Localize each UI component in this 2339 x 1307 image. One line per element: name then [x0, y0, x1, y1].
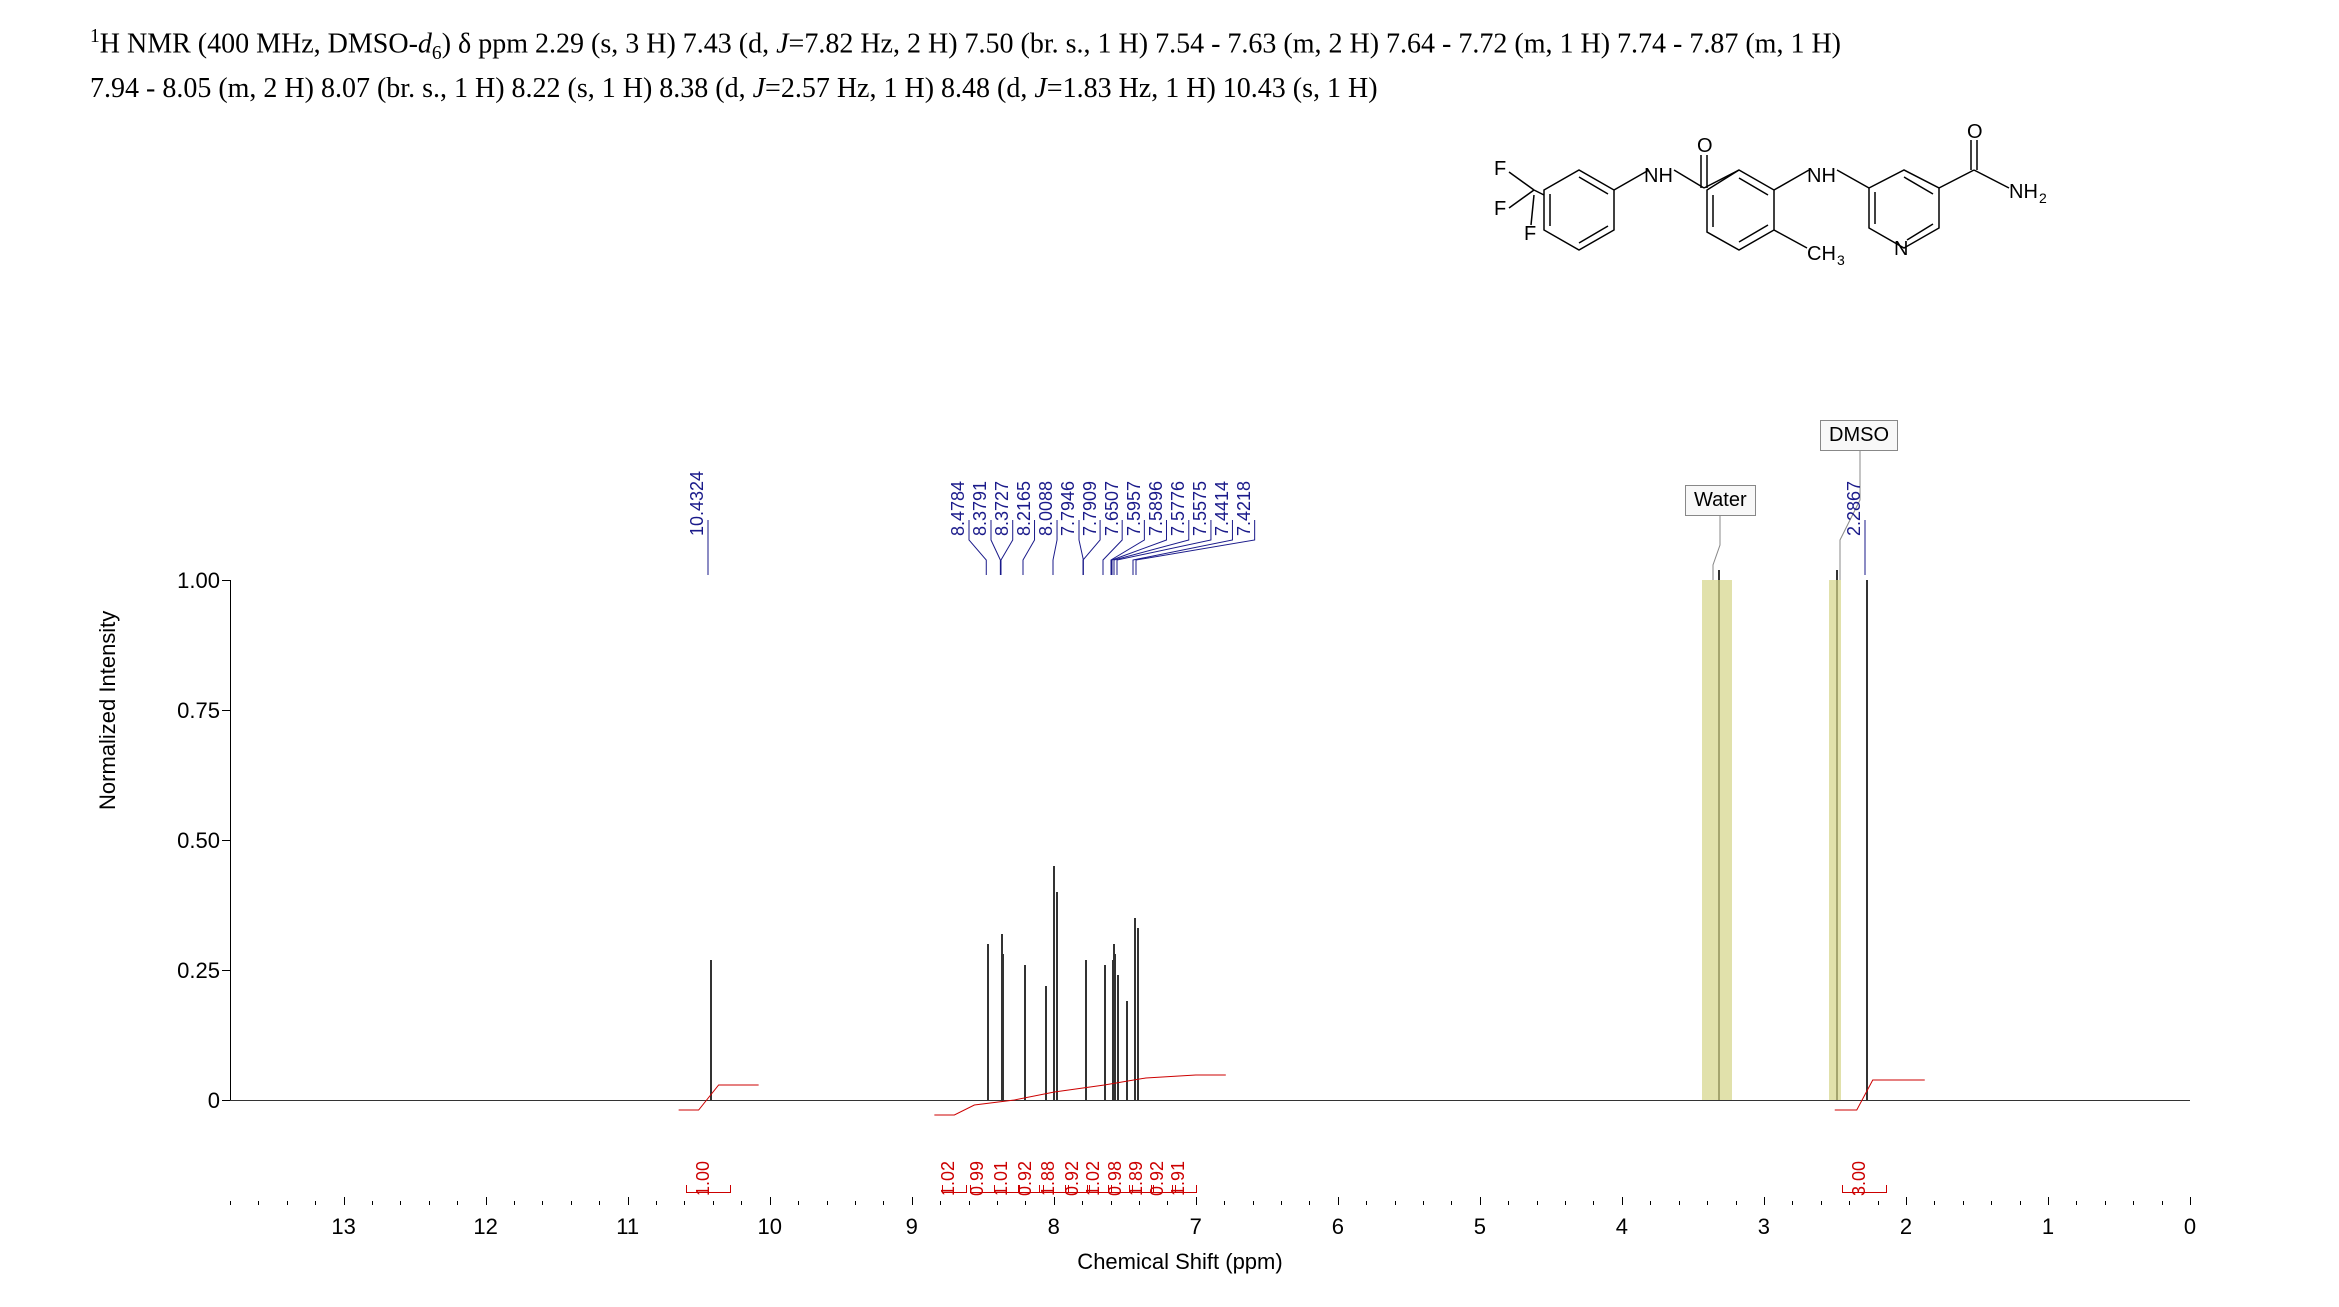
water-annotation: Water: [1685, 485, 1756, 516]
x-tick-label: 0: [2184, 1214, 2196, 1240]
water-leader: [1710, 515, 1740, 580]
x-tick-label: 5: [1474, 1214, 1486, 1240]
spectrum-peak: [1866, 580, 1868, 1100]
svg-text:O: O: [1967, 121, 1983, 143]
y-tick-mark: [222, 1100, 230, 1101]
x-axis-label: Chemical Shift (ppm): [1077, 1249, 1282, 1275]
x-tick-label: 3: [1758, 1214, 1770, 1240]
peak-ppm-label: 2.2867: [1844, 481, 1865, 536]
svg-text:3: 3: [1837, 252, 1845, 268]
peak-ppm-label: 8.4784: [948, 481, 969, 536]
x-tick-label: 4: [1616, 1214, 1628, 1240]
nmr-description-text: 1H NMR (400 MHz, DMSO-d6) δ ppm 2.29 (s,…: [90, 22, 2270, 110]
integral-bracket: [942, 1185, 967, 1193]
spectrum-peak: [1053, 866, 1055, 1100]
svg-text:F: F: [1494, 158, 1506, 180]
x-tick-label: 10: [757, 1214, 781, 1240]
y-tick-label: 0.25: [165, 958, 220, 984]
svg-text:NH: NH: [2009, 181, 2038, 203]
x-tick-label: 8: [1048, 1214, 1060, 1240]
solvent-band: [1702, 580, 1732, 1100]
plot-area: [230, 580, 2190, 1100]
svg-text:N: N: [1894, 238, 1908, 260]
x-tick-label: 7: [1190, 1214, 1202, 1240]
svg-text:NH: NH: [1644, 165, 1673, 187]
svg-text:F: F: [1524, 223, 1536, 245]
x-tick-label: 9: [906, 1214, 918, 1240]
y-tick-label: 0.75: [165, 698, 220, 724]
spectrum-peak: [1056, 892, 1058, 1100]
y-tick-mark: [222, 580, 230, 581]
y-tick-mark: [222, 840, 230, 841]
x-tick-label: 6: [1332, 1214, 1344, 1240]
integral-bracket: [686, 1185, 731, 1193]
y-tick-mark: [222, 970, 230, 971]
y-tick-label: 1.00: [165, 568, 220, 594]
solvent-band: [1829, 580, 1841, 1100]
svg-text:2: 2: [2039, 190, 2047, 206]
molecular-structure: F F F NH O: [1489, 110, 2249, 310]
dmso-annotation: DMSO: [1820, 420, 1898, 451]
integral-bracket: [1842, 1185, 1887, 1193]
svg-text:F: F: [1494, 198, 1506, 220]
x-tick-label: 13: [331, 1214, 355, 1240]
peak-ppm-label: 7.7946: [1058, 481, 1079, 536]
integral-bracket: [1172, 1185, 1197, 1193]
svg-text:NH: NH: [1807, 165, 1836, 187]
nmr-spectrum: Normalized Intensity Chemical Shift (ppm…: [90, 380, 2270, 1280]
peak-ppm-label: 10.4324: [687, 471, 708, 536]
x-tick-label: 12: [473, 1214, 497, 1240]
peak-ppm-label: 8.3791: [970, 481, 991, 536]
y-tick-label: 0.50: [165, 828, 220, 854]
y-tick-label: 0: [165, 1088, 220, 1114]
svg-text:O: O: [1697, 135, 1713, 157]
x-tick-label: 11: [616, 1214, 639, 1240]
x-tick-label: 2: [1900, 1214, 1912, 1240]
superscript-1: 1: [90, 26, 100, 47]
integral-trace: [230, 1070, 2190, 1130]
x-tick-label: 1: [2042, 1214, 2054, 1240]
y-tick-mark: [222, 710, 230, 711]
svg-text:CH: CH: [1807, 243, 1836, 265]
y-axis-label: Normalized Intensity: [95, 611, 121, 810]
